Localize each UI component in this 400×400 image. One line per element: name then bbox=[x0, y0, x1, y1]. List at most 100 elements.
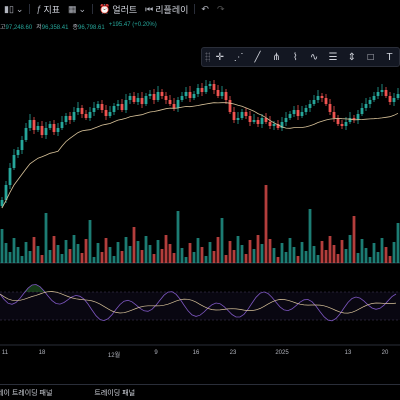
volume-bar bbox=[36, 246, 40, 263]
range-icon[interactable]: ⇕ bbox=[347, 51, 357, 63]
volume-bar bbox=[12, 238, 16, 263]
alert-icon: ⏰ bbox=[99, 3, 111, 14]
candle bbox=[112, 106, 116, 112]
volume-bar bbox=[20, 256, 24, 263]
candle bbox=[236, 118, 240, 120]
candle bbox=[308, 104, 312, 108]
candle bbox=[344, 122, 348, 126]
candle bbox=[360, 108, 364, 114]
replay-button[interactable]: ⏮ 리플레이 bbox=[141, 0, 192, 18]
candle bbox=[72, 112, 76, 120]
volume-bar bbox=[152, 254, 156, 263]
candle bbox=[64, 116, 68, 122]
tab-replay-trading-panel[interactable]: 레이 트레이딩 패널 bbox=[0, 389, 53, 397]
candle bbox=[256, 120, 260, 124]
candle bbox=[364, 104, 368, 108]
alert-label: 얼러트 bbox=[112, 4, 138, 15]
fib-icon[interactable]: ☰ bbox=[328, 51, 338, 63]
cross-icon[interactable]: ✛ bbox=[215, 51, 225, 63]
rectangle-icon[interactable]: □ bbox=[367, 51, 374, 63]
volume-bar bbox=[124, 237, 128, 263]
volume-bar bbox=[216, 237, 220, 263]
candle bbox=[52, 124, 56, 132]
redo-icon: ↷ bbox=[216, 3, 225, 14]
volume-bar bbox=[184, 257, 188, 263]
rsi-ma-line bbox=[0, 291, 397, 314]
candle bbox=[108, 112, 112, 116]
rsi-overbought-fill bbox=[0, 284, 84, 292]
candle bbox=[104, 110, 108, 116]
time-axis: 11 18 12월 9 16 23 2025 13 20 bbox=[0, 348, 400, 360]
volume-bar bbox=[160, 249, 164, 263]
alert-button[interactable]: ⏰ 얼러트 bbox=[95, 0, 141, 18]
candle bbox=[176, 100, 180, 108]
candle bbox=[296, 110, 300, 116]
undo-button[interactable]: ↶ bbox=[197, 0, 213, 18]
volume-bar bbox=[128, 246, 132, 263]
ohlc-low-value: 96,358.41 bbox=[41, 25, 69, 31]
time-axis-label: 13 bbox=[344, 350, 352, 356]
volume-bar bbox=[304, 251, 308, 263]
candle bbox=[356, 114, 360, 120]
candle bbox=[220, 92, 224, 96]
volume-bar bbox=[136, 241, 140, 263]
candle bbox=[60, 122, 64, 128]
volume-bar bbox=[100, 252, 104, 263]
time-axis-label: 2025 bbox=[275, 350, 289, 356]
candle bbox=[188, 92, 192, 98]
top-toolbar: ▮▯ ⌄ ƒ 지표 ▦ ⌄ ⏰ 얼러트 ⏮ 리플레이 ↶ ↷ bbox=[0, 0, 400, 18]
candle bbox=[276, 124, 280, 128]
indicators-label: 지표 bbox=[43, 4, 61, 15]
candle bbox=[224, 92, 228, 100]
candle bbox=[136, 98, 140, 102]
volume-bar bbox=[284, 252, 288, 263]
chart-type-button[interactable]: ▮▯ ⌄ bbox=[0, 0, 27, 18]
ohlc-high-value: 97,248.60 bbox=[5, 25, 33, 31]
drag-handle-icon[interactable] bbox=[205, 52, 211, 62]
chart-canvas[interactable] bbox=[0, 0, 400, 384]
moving-average-line bbox=[1, 102, 399, 209]
candle bbox=[76, 108, 80, 112]
ohlc-close: 종96,798.61 bbox=[72, 22, 104, 34]
trend-angle-icon[interactable]: ╱ bbox=[254, 51, 261, 63]
elliott-icon[interactable]: ⌇ bbox=[292, 51, 298, 63]
trendline-icon[interactable]: ⋰ bbox=[233, 51, 244, 63]
candle bbox=[56, 128, 60, 132]
candle bbox=[264, 118, 268, 122]
layout-button[interactable]: ▦ ⌄ bbox=[64, 0, 90, 18]
candle bbox=[252, 120, 256, 122]
rsi-band bbox=[0, 292, 400, 320]
redo-button[interactable]: ↷ bbox=[213, 0, 229, 18]
candle bbox=[152, 94, 156, 100]
volume-bar bbox=[180, 248, 184, 263]
time-axis-label: 23 bbox=[229, 350, 237, 356]
volume-bar bbox=[324, 250, 328, 263]
candles-icon: ▮▯ bbox=[4, 3, 14, 14]
candle bbox=[0, 200, 4, 206]
price-chart[interactable] bbox=[0, 0, 400, 384]
candle bbox=[156, 92, 160, 100]
indicators-button[interactable]: ƒ 지표 bbox=[32, 0, 64, 18]
volume-bar bbox=[200, 247, 204, 263]
volume-bar bbox=[380, 238, 384, 263]
volume-bar bbox=[32, 237, 36, 263]
volume-bar bbox=[360, 239, 364, 263]
candle bbox=[124, 100, 128, 110]
volume-bar bbox=[392, 242, 396, 263]
candle bbox=[40, 126, 44, 135]
candle bbox=[352, 118, 356, 120]
candle bbox=[268, 122, 272, 126]
ohlc-legend: 고97,248.60 저96,358.41 종96,798.61 +195.47… bbox=[0, 22, 157, 34]
candle bbox=[44, 128, 48, 135]
pitchfork-icon[interactable]: ⋔ bbox=[272, 51, 281, 63]
volume-bar bbox=[220, 218, 224, 263]
candle bbox=[80, 108, 84, 114]
time-axis-label: 20 bbox=[381, 350, 389, 356]
candle bbox=[228, 100, 232, 112]
volume-bar bbox=[208, 242, 212, 263]
zigzag-icon[interactable]: ∿ bbox=[309, 51, 319, 63]
tab-trading-panel[interactable]: 트레이딩 패널 bbox=[94, 389, 136, 397]
text-icon[interactable]: T bbox=[386, 51, 393, 63]
candle bbox=[148, 94, 152, 96]
volume-bar bbox=[0, 229, 4, 263]
